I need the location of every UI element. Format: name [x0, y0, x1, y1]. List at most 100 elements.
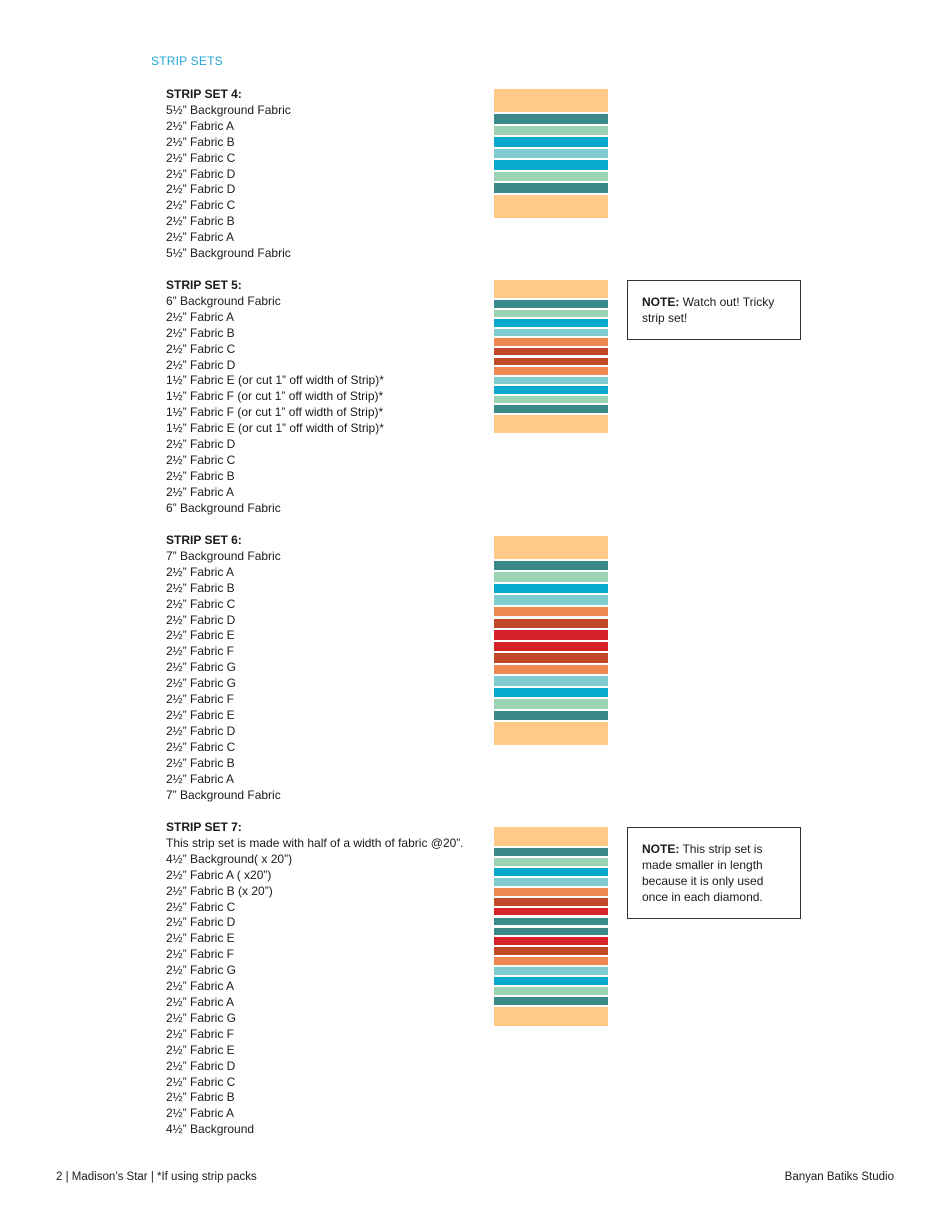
strip-line: 2½” Fabric B — [166, 325, 235, 340]
fabric-stripe-teal-dark — [494, 114, 608, 124]
strip-set-6-list: STRIP SET 6: 7” Background Fabric 2½” Fab… — [166, 533, 281, 803]
strip-line: 2½” Fabric E — [166, 1042, 235, 1057]
strip-line: 1½” Fabric F (or cut 1” off width of Str… — [166, 405, 384, 420]
footer-right: Banyan Batiks Studio — [784, 1171, 894, 1183]
fabric-stripe-aqua — [494, 148, 608, 159]
fabric-stripe-rust — [494, 357, 608, 366]
strip-line: 2½” Fabric F — [166, 692, 235, 707]
fabric-stripe-teal-dark — [494, 927, 608, 936]
fabric-stripe-red — [494, 907, 608, 916]
strip-line: 2½” Fabric B — [166, 134, 235, 149]
strip-set-5-note: NOTE: Watch out! Tricky strip set! — [627, 280, 801, 340]
fabric-stripe-background — [494, 536, 608, 559]
fabric-stripe-orange — [494, 338, 608, 346]
fabric-stripe-background — [494, 1007, 608, 1026]
fabric-stripe-background — [494, 280, 608, 299]
fabric-stripe-cyan — [494, 687, 608, 698]
strip-set-4-list: STRIP SET 4: 5½” Background Fabric 2½” Fa… — [166, 87, 291, 262]
fabric-stripe-rust — [494, 618, 608, 628]
fabric-stripe-orange — [494, 887, 608, 896]
fabric-stripe-background — [494, 827, 608, 846]
strip-line: 2½” Fabric C — [166, 899, 236, 914]
fabric-stripe-cyan — [494, 137, 608, 147]
strip-line: 2½” Fabric D — [166, 182, 236, 197]
strip-line: 6” Background Fabric — [166, 293, 281, 308]
strip-line: 2½” Fabric G — [166, 963, 237, 978]
fabric-stripe-cyan — [494, 319, 608, 327]
fabric-stripe-cyan — [494, 977, 608, 986]
strip-line: 2½” Fabric D — [166, 1058, 236, 1073]
fabric-stripe-teal-dark — [494, 405, 608, 413]
strip-line: 7” Background Fabric — [166, 787, 281, 802]
strip-line: 2½” Fabric B — [166, 468, 235, 483]
strip-line: 2½” Fabric D — [166, 723, 236, 738]
strip-line: 2½” Fabric D — [166, 915, 236, 930]
strip-set-6-swatch — [494, 536, 608, 745]
strip-line: 2½” Fabric C — [166, 596, 236, 611]
fabric-stripe-teal-dark — [494, 848, 608, 856]
strip-set-heading: STRIP SET 5: — [166, 278, 242, 292]
strip-line: 6” Background Fabric — [166, 500, 281, 515]
fabric-stripe-teal-dark — [494, 300, 608, 308]
footer-left: 2 | Madison’s Star | *If using strip pac… — [56, 1171, 257, 1183]
strip-line: 2½” Fabric A — [166, 771, 235, 786]
strip-line: 7” Background Fabric — [166, 548, 281, 563]
strip-line: 2½” Fabric C — [166, 198, 236, 213]
fabric-stripe-aqua — [494, 376, 608, 385]
strip-line: 2½” Fabric A — [166, 564, 235, 579]
note-text: Watch out! Tricky strip set! — [642, 295, 775, 325]
strip-line: 2½” Fabric F — [166, 1026, 235, 1041]
strip-line: 2½” Fabric B (x 20”) — [166, 883, 273, 898]
fabric-stripe-teal-dark — [494, 560, 608, 571]
strip-set-5-swatch — [494, 280, 608, 433]
fabric-stripe-teal-dark — [494, 710, 608, 721]
fabric-stripe-background — [494, 195, 608, 218]
fabric-stripe-red — [494, 641, 608, 651]
strip-line: 2½” Fabric D — [166, 437, 236, 452]
fabric-stripe-aqua — [494, 967, 608, 976]
strip-line: 2½” Fabric A — [166, 230, 235, 245]
strip-line: 2½” Fabric D — [166, 357, 236, 372]
fabric-stripe-mint — [494, 572, 608, 582]
strip-line: This strip set is made with half of a wi… — [166, 835, 464, 850]
strip-set-5-list: STRIP SET 5: 6” Background Fabric 2½” Fab… — [166, 278, 384, 517]
strip-line: 2½” Fabric A — [166, 994, 235, 1009]
fabric-stripe-mint — [494, 858, 608, 866]
fabric-stripe-aqua — [494, 877, 608, 886]
strip-line: 4½” Background — [166, 1122, 255, 1137]
strip-set-7-list: STRIP SET 7: This strip set is made with… — [166, 820, 464, 1138]
fabric-stripe-mint — [494, 309, 608, 318]
strip-set-7-swatch — [494, 827, 608, 1026]
strip-line: 2½” Fabric C — [166, 1074, 236, 1089]
strip-line: 2½” Fabric D — [166, 612, 236, 627]
strip-set-heading: STRIP SET 6: — [166, 533, 242, 547]
strip-line: 2½” Fabric G — [166, 1010, 237, 1025]
fabric-stripe-orange — [494, 367, 608, 375]
strip-line: 2½” Fabric A — [166, 1106, 235, 1121]
strip-line: 2½” Fabric A — [166, 118, 235, 133]
strip-line: 2½” Fabric B — [166, 580, 235, 595]
fabric-stripe-mint — [494, 395, 608, 404]
strip-line: 2½” Fabric D — [166, 166, 236, 181]
strip-set-4-swatch — [494, 89, 608, 218]
strip-set-7-note: NOTE: This strip set is made smaller in … — [627, 827, 801, 919]
fabric-stripe-red — [494, 937, 608, 946]
strip-line: 2½” Fabric B — [166, 214, 235, 229]
note-label: NOTE: — [642, 842, 680, 856]
strip-line: 2½” Fabric C — [166, 739, 236, 754]
note-text: This strip set is made smaller in length… — [642, 842, 764, 904]
strip-line: 2½” Fabric A — [166, 484, 235, 499]
fabric-stripe-cyan — [494, 867, 608, 876]
strip-line: 2½” Fabric G — [166, 660, 237, 675]
fabric-stripe-mint — [494, 125, 608, 136]
fabric-stripe-rust — [494, 653, 608, 663]
note-label: NOTE: — [642, 295, 680, 309]
fabric-stripe-aqua — [494, 676, 608, 686]
fabric-stripe-orange — [494, 957, 608, 966]
fabric-stripe-rust — [494, 347, 608, 356]
strip-line: 2½” Fabric E — [166, 931, 235, 946]
fabric-stripe-mint — [494, 171, 608, 182]
strip-line: 2½” Fabric A — [166, 979, 235, 994]
strip-line: 1½” Fabric E (or cut 1” off width of Str… — [166, 373, 384, 388]
fabric-stripe-mint — [494, 699, 608, 709]
